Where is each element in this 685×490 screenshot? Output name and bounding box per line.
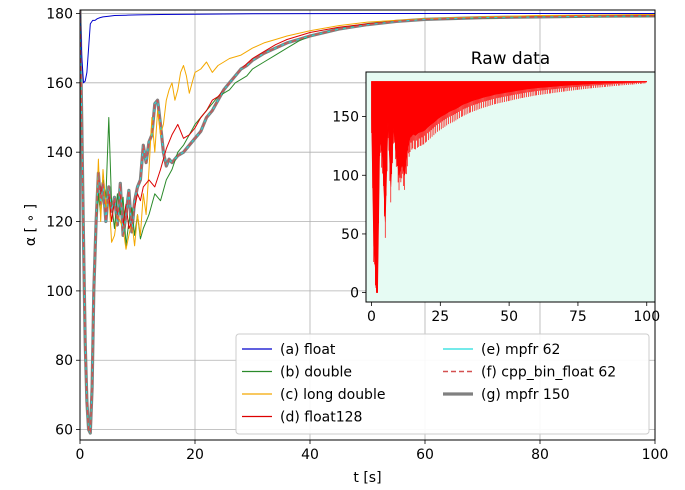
x-axis-label: t [s] <box>353 470 381 486</box>
legend-label: (d) float128 <box>280 410 362 426</box>
legend-label: (f) cpp_bin_float 62 <box>481 365 616 381</box>
main-y-ticks: 60 80 100 120 140 160 180 <box>46 6 80 439</box>
inset-x-tick-label: 75 <box>569 309 587 325</box>
inset-x-tick-label: 0 <box>367 309 376 325</box>
x-tick-label: 80 <box>531 447 549 463</box>
inset-x-tick-label: 25 <box>431 309 449 325</box>
y-tick-label: 60 <box>55 423 73 439</box>
series-line-2 <box>80 10 655 434</box>
legend-label: (a) float <box>280 342 336 358</box>
series-lines <box>80 10 655 435</box>
y-tick-label: 100 <box>46 284 73 300</box>
legend-box <box>235 333 650 435</box>
inset-x-tick-label: 100 <box>633 309 660 325</box>
inset-y-tick-label: 50 <box>341 227 359 243</box>
x-tick-label: 60 <box>416 447 434 463</box>
legend: (a) float (b) double (c) long double (d) fl… <box>235 333 650 435</box>
inset-axes-frame <box>365 71 656 303</box>
x-tick-label: 40 <box>301 447 319 463</box>
legend-label: (e) mpfr 62 <box>481 342 560 358</box>
y-tick-label: 140 <box>46 145 73 161</box>
y-tick-label: 160 <box>46 76 73 92</box>
legend-label: (g) mpfr 150 <box>481 387 570 403</box>
raw-data-streaks <box>371 81 647 293</box>
inset-plot: 0 25 50 75 100 0 50 100 150 <box>332 71 660 325</box>
x-tick-label: 100 <box>642 447 669 463</box>
inset-y-tick-label: 0 <box>350 286 359 302</box>
inset-y-tick-label: 150 <box>332 110 359 126</box>
x-tick-label: 20 <box>186 447 204 463</box>
main-x-ticks: 0 20 40 60 80 100 <box>76 440 669 463</box>
y-tick-label: 80 <box>55 353 73 369</box>
y-tick-label: 180 <box>46 6 73 22</box>
x-tick-label: 0 <box>76 447 85 463</box>
y-axis-label: α [ ∘ ] <box>23 204 39 246</box>
inset-title: Raw data <box>471 49 550 69</box>
inset-y-tick-label: 100 <box>332 168 359 184</box>
series-line-6 <box>80 10 655 434</box>
legend-label: (b) double <box>280 365 352 381</box>
inset-x-tick-label: 50 <box>500 309 518 325</box>
y-tick-label: 120 <box>46 215 73 231</box>
series-line-1 <box>80 10 655 84</box>
legend-label: (c) long double <box>280 387 385 403</box>
